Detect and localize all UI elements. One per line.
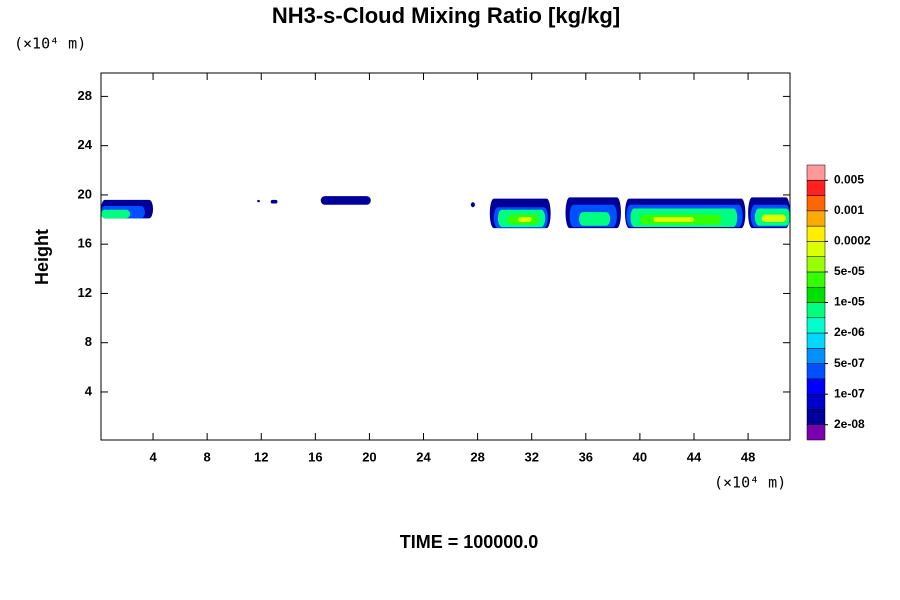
x-tick-label: 28 xyxy=(470,449,484,464)
x-tick-label: 16 xyxy=(308,449,322,464)
y-tick-label: 28 xyxy=(78,88,92,103)
colorbar-box xyxy=(806,271,826,288)
cloud-cell xyxy=(653,217,694,223)
colorbar-label: 5e-07 xyxy=(834,356,865,370)
x-tick-label: 8 xyxy=(204,449,211,464)
x-tick-label: 36 xyxy=(579,449,593,464)
cloud-cell xyxy=(579,212,611,226)
x-tick-label: 32 xyxy=(524,449,538,464)
cloud-cell xyxy=(470,202,475,208)
colorbar-box xyxy=(806,225,826,242)
colorbar-label: 1e-05 xyxy=(834,295,865,309)
colorbar-box xyxy=(806,195,826,212)
x-tick-label: 44 xyxy=(687,449,702,464)
x-tick-label: 4 xyxy=(149,449,157,464)
colorbar-box xyxy=(806,241,826,257)
colorbar-label: 0.005 xyxy=(834,172,864,186)
x-tick-label: 20 xyxy=(362,449,376,464)
cloud-cell xyxy=(518,217,532,223)
colorbar-box xyxy=(806,378,826,395)
cloud-cell xyxy=(270,199,278,204)
colorbar-label: 0.0002 xyxy=(834,234,871,248)
cloud-cell xyxy=(761,214,786,223)
x-tick-label: 48 xyxy=(741,449,755,464)
colorbar-box xyxy=(806,180,826,196)
colorbar-box xyxy=(806,286,826,303)
colorbar-label: 1e-07 xyxy=(834,386,865,400)
colorbar-box xyxy=(806,210,826,227)
colorbar-label: 2e-06 xyxy=(834,325,865,339)
x-unit-label: (×10⁴ m) xyxy=(714,474,786,492)
colorbar-box xyxy=(806,393,826,410)
colorbar-box xyxy=(806,302,826,319)
y-tick-label: 12 xyxy=(78,285,92,300)
x-tick-label: 12 xyxy=(254,449,268,464)
cloud-cell xyxy=(101,209,131,219)
chart-title: NH3-s-Cloud Mixing Ratio [kg/kg] xyxy=(272,3,620,28)
colorbar-box xyxy=(806,332,826,349)
colorbar-box xyxy=(806,317,826,334)
cloud-cell xyxy=(320,196,371,205)
colorbar-label: 0.001 xyxy=(834,203,864,217)
time-label: TIME = 100000.0 xyxy=(400,532,539,552)
x-tick-label: 40 xyxy=(633,449,647,464)
x-tick-label: 24 xyxy=(416,449,431,464)
y-unit-label: (×10⁴ m) xyxy=(14,35,86,53)
y-tick-label: 16 xyxy=(78,236,92,251)
y-tick-label: 20 xyxy=(78,186,92,201)
y-tick-label: 24 xyxy=(78,137,93,152)
plot-frame xyxy=(100,72,791,441)
colorbar-box xyxy=(806,424,826,441)
colorbar-label: 2e-08 xyxy=(834,417,865,431)
colorbar-box xyxy=(806,409,826,425)
colorbar-box xyxy=(806,164,826,181)
y-tick-label: 8 xyxy=(85,334,92,349)
colorbar-box xyxy=(806,363,826,380)
cloud-cell xyxy=(257,199,260,203)
y-axis-label: Height xyxy=(32,229,52,285)
colorbar-box xyxy=(806,348,826,364)
y-tick-label: 4 xyxy=(85,383,93,398)
colorbar-box xyxy=(806,256,826,273)
colorbar-label: 5e-05 xyxy=(834,264,865,278)
